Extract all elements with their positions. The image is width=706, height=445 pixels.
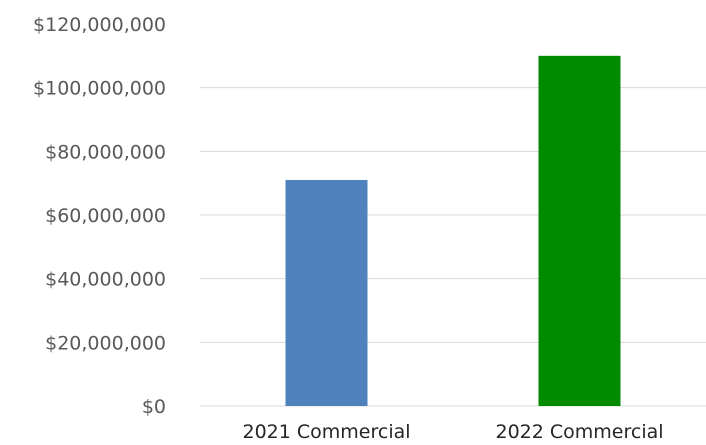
- y-tick-label: $20,000,000: [45, 332, 166, 354]
- y-tick-label: $120,000,000: [33, 14, 166, 36]
- bars: [285, 55, 621, 406]
- y-tick-label: $0: [142, 396, 166, 418]
- y-tick-label: $100,000,000: [33, 78, 166, 100]
- x-axis-categories: 2021 Commercial 2022 Commercial: [242, 421, 663, 443]
- y-tick-label: $40,000,000: [45, 269, 166, 291]
- y-axis-ticks: $0 $20,000,000 $40,000,000 $60,000,000 $80,0…: [33, 14, 166, 418]
- x-category-label: 2021 Commercial: [242, 421, 410, 443]
- x-category-label: 2022 Commercial: [495, 421, 663, 443]
- y-tick-label: $80,000,000: [45, 141, 166, 163]
- gridlines: [200, 87, 706, 407]
- bar-1: [285, 179, 368, 406]
- bar-2: [538, 55, 621, 406]
- y-tick-label: $60,000,000: [45, 205, 166, 227]
